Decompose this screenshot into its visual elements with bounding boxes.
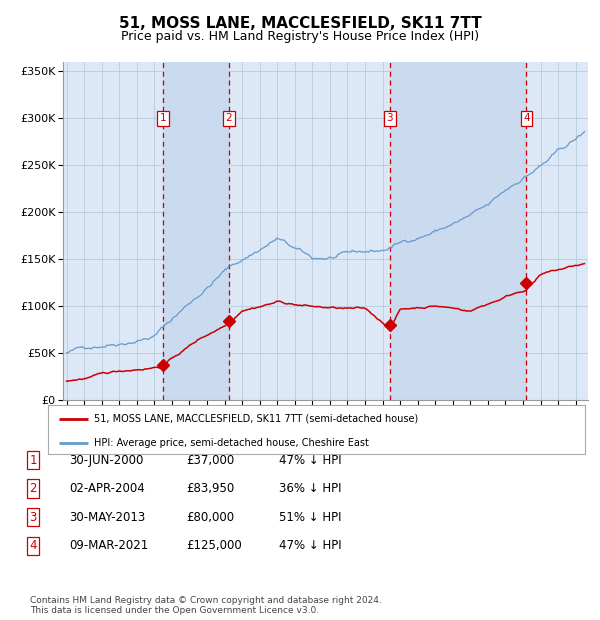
Text: £125,000: £125,000 xyxy=(186,539,242,552)
Text: 30-JUN-2000: 30-JUN-2000 xyxy=(69,454,143,466)
Text: HPI: Average price, semi-detached house, Cheshire East: HPI: Average price, semi-detached house,… xyxy=(94,438,368,448)
Text: 30-MAY-2013: 30-MAY-2013 xyxy=(69,511,145,523)
Text: 2: 2 xyxy=(29,482,37,495)
Bar xyxy=(163,62,229,400)
Text: 51, MOSS LANE, MACCLESFIELD, SK11 7TT (semi-detached house): 51, MOSS LANE, MACCLESFIELD, SK11 7TT (s… xyxy=(94,414,418,423)
Text: 4: 4 xyxy=(29,539,37,552)
Text: £37,000: £37,000 xyxy=(186,454,234,466)
Text: Price paid vs. HM Land Registry's House Price Index (HPI): Price paid vs. HM Land Registry's House … xyxy=(121,30,479,43)
Text: 51% ↓ HPI: 51% ↓ HPI xyxy=(279,511,341,523)
Text: 47% ↓ HPI: 47% ↓ HPI xyxy=(279,539,341,552)
Text: £83,950: £83,950 xyxy=(186,482,234,495)
Text: 02-APR-2004: 02-APR-2004 xyxy=(69,482,145,495)
Text: 1: 1 xyxy=(29,454,37,466)
Text: 09-MAR-2021: 09-MAR-2021 xyxy=(69,539,148,552)
Text: 47% ↓ HPI: 47% ↓ HPI xyxy=(279,454,341,466)
Text: Contains HM Land Registry data © Crown copyright and database right 2024.
This d: Contains HM Land Registry data © Crown c… xyxy=(30,596,382,615)
Text: 36% ↓ HPI: 36% ↓ HPI xyxy=(279,482,341,495)
Text: 51, MOSS LANE, MACCLESFIELD, SK11 7TT: 51, MOSS LANE, MACCLESFIELD, SK11 7TT xyxy=(119,16,481,31)
Text: 4: 4 xyxy=(523,113,530,123)
Text: 1: 1 xyxy=(160,113,166,123)
Text: 2: 2 xyxy=(226,113,232,123)
Text: 3: 3 xyxy=(29,511,37,523)
Text: 3: 3 xyxy=(386,113,393,123)
Bar xyxy=(390,62,526,400)
Text: £80,000: £80,000 xyxy=(186,511,234,523)
